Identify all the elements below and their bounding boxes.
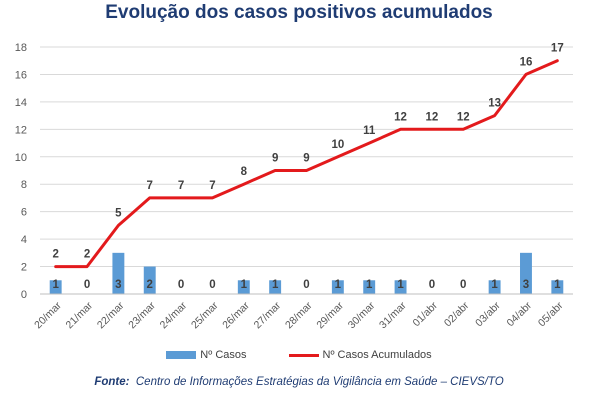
- x-tick-label: 01/abr: [410, 299, 440, 329]
- x-tick-label: 02/abr: [442, 299, 472, 329]
- bar-data-label: 1: [491, 279, 498, 291]
- bar: [331, 280, 344, 294]
- bar-data-label: 3: [115, 279, 121, 291]
- bar: [394, 280, 407, 294]
- bar: [363, 280, 376, 294]
- bar-data-label: 1: [397, 279, 404, 291]
- legend-swatch-line: [288, 353, 319, 357]
- line-data-label: 5: [115, 207, 122, 219]
- line-data-label: 8: [241, 166, 248, 178]
- line-data-label: 17: [551, 43, 564, 55]
- legend: Nº Casos Nº Casos Acumulados: [0, 349, 598, 361]
- bar: [143, 266, 156, 294]
- x-tick-label: 30/mar: [346, 299, 378, 331]
- bar-data-label: 1: [335, 279, 342, 291]
- x-tick-label: 03/abr: [473, 299, 503, 329]
- bar-data-label: 0: [209, 279, 215, 291]
- chart-title: Evolução dos casos positivos acumulados: [105, 2, 493, 23]
- y-tick-label: 10: [15, 152, 27, 164]
- bar-data-label: 2: [147, 279, 153, 291]
- line-data-label: 9: [272, 153, 278, 165]
- source-note: Fonte: Centro de Informações Estratégias…: [0, 376, 598, 388]
- bar-data-label: 1: [241, 279, 248, 291]
- bar: [551, 280, 564, 294]
- y-tick-label: 8: [21, 179, 27, 191]
- line-data-label: 7: [209, 180, 215, 192]
- y-tick-label: 4: [21, 234, 27, 246]
- source-text: Centro de Informações Estratégias da Vig…: [135, 376, 504, 388]
- x-tick-label: 25/mar: [189, 299, 221, 331]
- y-tick-label: 16: [15, 69, 27, 81]
- bar: [520, 252, 532, 294]
- line-data-label: 2: [52, 249, 58, 261]
- line-data-label: 16: [520, 56, 533, 68]
- source-label: Fonte:: [94, 376, 130, 388]
- x-tick-label: 27/mar: [252, 299, 284, 331]
- x-tick-label: 24/mar: [158, 299, 190, 331]
- line-data-label: 12: [394, 111, 407, 123]
- bar: [112, 252, 125, 294]
- x-tick-label: 05/abr: [536, 299, 566, 329]
- bar: [488, 280, 501, 294]
- y-tick-label: 2: [21, 262, 27, 274]
- x-tick-label: 31/mar: [377, 299, 409, 331]
- x-tick-label: 26/mar: [220, 299, 252, 331]
- legend-entry-cumulative: Nº Casos Acumulados: [288, 349, 432, 361]
- line-data-label: 2: [84, 249, 90, 261]
- cumulative-line: [54, 59, 559, 269]
- bar-data-label: 1: [554, 279, 561, 291]
- x-tick-label: 22/mar: [95, 299, 127, 331]
- x-tick-label: 28/mar: [283, 299, 315, 331]
- x-tick-label: 20/mar: [32, 299, 64, 331]
- bar-data-label: 0: [84, 279, 90, 291]
- line-data-label: 11: [363, 125, 376, 137]
- line-data-label: 12: [426, 111, 439, 123]
- bar: [237, 280, 250, 294]
- bar-data-label: 0: [303, 279, 309, 291]
- bar: [269, 280, 282, 294]
- bar: [49, 280, 62, 294]
- x-tick-label: 04/abr: [505, 299, 535, 329]
- y-tick-label: 18: [15, 42, 27, 54]
- line-data-label: 12: [457, 111, 470, 123]
- x-tick-label: 29/mar: [314, 299, 346, 331]
- bar-data-label: 1: [52, 279, 59, 291]
- line-data-label: 13: [488, 98, 501, 110]
- legend-entry-cases: Nº Casos: [166, 349, 247, 361]
- bar-data-label: 0: [460, 279, 466, 291]
- bar-data-label: 0: [429, 279, 435, 291]
- y-tick-label: 6: [21, 207, 27, 219]
- line-data-label: 7: [178, 180, 184, 192]
- bar-data-label: 1: [366, 279, 373, 291]
- line-data-label: 10: [331, 139, 344, 151]
- y-tick-label: 0: [21, 289, 27, 301]
- bar-data-label: 3: [523, 279, 529, 291]
- bar-data-label: 1: [272, 279, 279, 291]
- legend-label-cases: Nº Casos: [200, 349, 247, 361]
- legend-swatch-bar: [166, 351, 197, 359]
- line-data-label: 7: [147, 180, 153, 192]
- y-tick-label: 14: [15, 97, 27, 109]
- legend-label-cumulative: Nº Casos Acumulados: [322, 349, 432, 361]
- x-tick-label: 23/mar: [126, 299, 158, 331]
- x-tick-label: 21/mar: [64, 299, 96, 331]
- line-data-label: 9: [303, 153, 309, 165]
- y-tick-label: 12: [15, 124, 27, 136]
- bar-data-label: 0: [178, 279, 184, 291]
